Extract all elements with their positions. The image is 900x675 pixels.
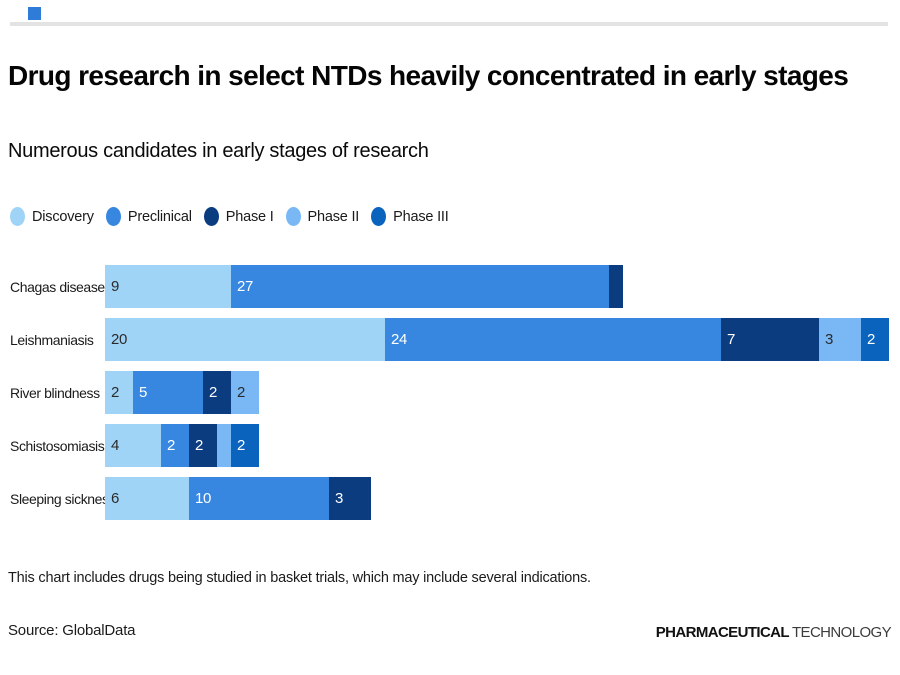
legend-label: Preclinical — [127, 208, 192, 225]
bar-segment: 2 — [231, 371, 259, 414]
bar-segment: 10 — [189, 477, 329, 520]
bar-segment — [217, 424, 231, 467]
bar-value-label: 9 — [111, 278, 120, 295]
bar-row: Schistosomiasis 4 2 2 2 — [10, 424, 900, 467]
legend-label: Discovery — [32, 208, 94, 225]
bar-row: Leishmaniasis 20 24 7 3 2 — [10, 318, 900, 361]
bar-value-label: 6 — [111, 490, 120, 507]
bar-segment — [609, 265, 623, 308]
bar-segment: 2 — [105, 371, 133, 414]
bar-value-label: 2 — [167, 437, 176, 454]
bar-value-label: 3 — [825, 331, 834, 348]
bar-segment: 4 — [105, 424, 161, 467]
bar-segment: 27 — [231, 265, 609, 308]
legend-dot-icon — [105, 207, 121, 226]
source-credit: Source: GlobalData — [8, 622, 136, 639]
top-divider-rule — [10, 22, 888, 26]
legend-dot-icon — [10, 207, 25, 226]
bar-value-label: 20 — [111, 331, 128, 348]
bar-segment: 6 — [105, 477, 189, 520]
publisher-logo-light: TECHNOLOGY — [791, 624, 892, 641]
bar-value-label: 2 — [237, 384, 246, 401]
legend: Discovery Preclinical Phase I Phase II Phase… — [10, 207, 449, 226]
chart-title: Drug research in select NTDs heavily con… — [8, 60, 849, 91]
legend-dot-icon — [285, 207, 301, 226]
bar-segment: 9 — [105, 265, 231, 308]
category-label: River blindness — [10, 384, 100, 401]
bar-value-label: 3 — [335, 490, 344, 507]
bar-segments: 6 10 3 — [105, 477, 371, 520]
legend-item: Phase I — [203, 207, 274, 226]
legend-label: Phase III — [393, 208, 449, 225]
bar-segments: 9 27 — [105, 265, 623, 308]
bar-value-label: 2 — [111, 384, 120, 401]
bar-value-label: 7 — [727, 331, 736, 348]
bar-row: River blindness 2 5 2 2 — [10, 371, 900, 414]
bar-segment: 3 — [819, 318, 861, 361]
bar-segments: 4 2 2 2 — [105, 424, 259, 467]
bar-segment: 2 — [861, 318, 889, 361]
category-label: Chagas disease — [10, 278, 105, 295]
brand-accent-square — [28, 7, 41, 20]
legend-dot-icon — [203, 207, 219, 226]
bar-segments: 2 5 2 2 — [105, 371, 259, 414]
bar-value-label: 27 — [237, 278, 254, 295]
bar-value-label: 2 — [237, 437, 246, 454]
category-label: Sleeping sickness — [10, 490, 116, 507]
bar-segment: 20 — [105, 318, 385, 361]
legend-dot-icon — [371, 207, 387, 226]
bar-row: Chagas disease 9 27 — [10, 265, 900, 308]
bar-row: Sleeping sickness 6 10 3 — [10, 477, 900, 520]
bar-value-label: 10 — [195, 490, 212, 507]
bar-segment: 2 — [203, 371, 231, 414]
chart-subtitle: Numerous candidates in early stages of r… — [8, 140, 429, 162]
bar-segment: 24 — [385, 318, 721, 361]
bar-value-label: 2 — [195, 437, 204, 454]
footnote: This chart includes drugs being studied … — [8, 570, 591, 586]
publisher-logo-bold: PHARMACEUTICAL — [655, 624, 790, 641]
bar-segment: 2 — [161, 424, 189, 467]
bar-segments: 20 24 7 3 2 — [105, 318, 889, 361]
stacked-bar-chart: Chagas disease 9 27 Leishmaniasis 20 24 7 3 2 Riv… — [10, 265, 900, 530]
bar-segment: 5 — [133, 371, 203, 414]
bar-segment: 2 — [189, 424, 217, 467]
legend-label: Phase II — [307, 208, 360, 225]
bar-value-label: 24 — [391, 331, 408, 348]
bar-segment: 2 — [231, 424, 259, 467]
legend-item: Preclinical — [105, 207, 192, 226]
legend-item: Phase II — [285, 207, 360, 226]
bar-value-label: 4 — [111, 437, 120, 454]
bar-value-label: 5 — [139, 384, 148, 401]
legend-item: Phase III — [371, 207, 449, 226]
bar-value-label: 2 — [209, 384, 218, 401]
legend-item: Discovery — [10, 207, 94, 226]
legend-label: Phase I — [225, 208, 274, 225]
category-label: Schistosomiasis — [10, 437, 105, 454]
bar-segment: 3 — [329, 477, 371, 520]
bar-segment: 7 — [721, 318, 819, 361]
publisher-logo: PHARMACEUTICAL TECHNOLOGY — [655, 624, 892, 641]
category-label: Leishmaniasis — [10, 331, 94, 348]
bar-value-label: 2 — [867, 331, 876, 348]
